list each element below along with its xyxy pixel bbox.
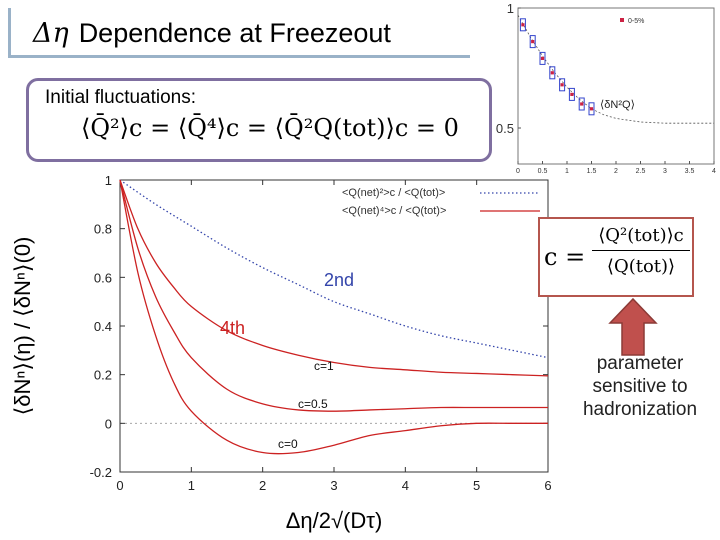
legend-label-fourth: <Q(net)⁴>c / <Q(tot)> — [342, 205, 446, 217]
inset-x-tick-label: 0 — [516, 168, 520, 175]
inset-error-box — [539, 51, 546, 65]
x-axis-label: Δη/2√(Dτ) — [286, 508, 383, 533]
initial-fluctuations-box: Initial fluctuations: ⟨Q̄²⟩c = ⟨Q̄⁴⟩c = … — [26, 78, 492, 162]
initial-fluctuations-label: Initial fluctuations: — [45, 87, 197, 108]
c-definition-denominator: ⟨Q(tot)⟩ — [606, 256, 676, 277]
curve-label-c1: c=1 — [314, 359, 334, 373]
series-line-2nd — [119, 179, 549, 359]
inset-x-tick-label: 3.5 — [685, 168, 695, 175]
x-tick-label: 6 — [544, 478, 551, 493]
inset-error-box — [578, 97, 585, 111]
inset-data-point — [560, 83, 564, 87]
inset-data-point — [589, 107, 594, 111]
inset-error-box — [519, 18, 526, 32]
inset-legend-label: 0-5% — [628, 18, 644, 25]
title-text: Dependence at Freezeout — [78, 18, 391, 48]
inset-data-point — [580, 102, 584, 106]
series-line-c-0 — [119, 179, 548, 455]
c-definition-lhs: c = — [544, 243, 586, 271]
inset-legend-marker — [620, 18, 624, 22]
inset-data-point — [531, 40, 535, 44]
x-tick-label: 1 — [188, 478, 195, 493]
inset-data-point — [540, 56, 545, 60]
up-arrow-icon — [608, 297, 658, 356]
main-plot-frame — [119, 179, 549, 473]
legend-label-second: <Q(net)²>c / <Q(tot)> — [342, 187, 445, 199]
inset-y-tick-label: 0.5 — [496, 121, 514, 136]
inset-error-box — [588, 102, 595, 116]
inset-data-point — [550, 71, 554, 75]
y-tick-label: 0 — [105, 416, 112, 431]
parameter-note-line3: hadronization — [582, 399, 698, 420]
inset-frame — [517, 7, 715, 165]
inset-error-box — [549, 66, 556, 80]
annotation-2nd: 2nd — [324, 270, 354, 290]
x-tick-label: 4 — [402, 478, 409, 493]
parameter-note-line1: parameter — [596, 353, 684, 374]
annotation-4th: 4th — [220, 318, 245, 338]
y-tick-label: 0.4 — [94, 319, 112, 334]
inset-annotation: ⟨δN²Q⟩ — [600, 99, 635, 111]
inset-chart: 0 0.5 1 1.5 2 2.5 3 3.5 4 0.5 1 0-5% ⟨δN²Q⟩ — [496, 1, 716, 175]
y-tick-label: 0.2 — [94, 368, 112, 383]
legend: <Q(net)²>c / <Q(tot)> <Q(net)⁴>c / <Q(to… — [342, 187, 540, 217]
title-bar: Δη Dependence at Freezeout — [8, 8, 470, 58]
y-axis-label: ⟨δNⁿ⟩(η) / ⟨δNⁿ⟩(0) — [10, 237, 35, 416]
y-axis-label-text: ⟨δNⁿ⟩(η) / ⟨δNⁿ⟩(0) — [10, 237, 35, 416]
inset-data-point — [570, 92, 574, 96]
slide-title: Δη Dependence at Freezeout — [33, 18, 391, 49]
inset-error-box — [568, 87, 575, 101]
inset-x-tick-label: 2.5 — [636, 168, 646, 175]
inset-error-box — [529, 35, 536, 49]
x-tick-label: 0 — [116, 478, 123, 493]
inset-x-tick-label: 2 — [614, 168, 618, 175]
series-line-c-1 — [119, 179, 549, 377]
inset-data-point — [521, 23, 525, 27]
title-symbol: Δη — [33, 18, 69, 49]
y-tick-label: 0.6 — [94, 270, 112, 285]
y-tick-label: 1 — [105, 173, 112, 188]
x-tick-label: 2 — [259, 478, 266, 493]
x-tick-label: 3 — [330, 478, 337, 493]
c-definition-box: c = ⟨Q²(tot)⟩c ⟨Q(tot)⟩ — [538, 217, 694, 297]
initial-fluctuations-formula: ⟨Q̄²⟩c = ⟨Q̄⁴⟩c = ⟨Q̄²Q(tot)⟩c = 0 — [81, 114, 459, 142]
inset-x-tick-label: 1.5 — [587, 168, 597, 175]
c-definition-fraction: ⟨Q²(tot)⟩c ⟨Q(tot)⟩ — [592, 225, 690, 277]
curve-label-c0: c=0 — [278, 437, 298, 451]
main-chart: 0 1 2 3 4 5 6 -0.2 0 0.2 0.4 0.6 0.8 1 <Q(net)²>c / … — [10, 173, 552, 533]
inset-x-tick-label: 0.5 — [538, 168, 548, 175]
series-line-c-0-5 — [119, 179, 548, 412]
inset-x-tick-label: 1 — [565, 168, 569, 175]
parameter-note: parameter sensitive to hadronization — [560, 352, 720, 421]
x-tick-label: 5 — [473, 478, 480, 493]
c-definition-numerator: ⟨Q²(tot)⟩c — [592, 225, 690, 251]
curve-label-c05: c=0.5 — [298, 397, 328, 411]
inset-x-tick-label: 3 — [663, 168, 667, 175]
inset-y-tick-label: 1 — [507, 1, 514, 16]
parameter-note-line2: sensitive to — [592, 376, 688, 397]
y-tick-label: -0.2 — [90, 465, 112, 480]
y-tick-label: 0.8 — [94, 222, 112, 237]
inset-error-box — [559, 78, 566, 92]
inset-x-tick-label: 4 — [712, 168, 716, 175]
